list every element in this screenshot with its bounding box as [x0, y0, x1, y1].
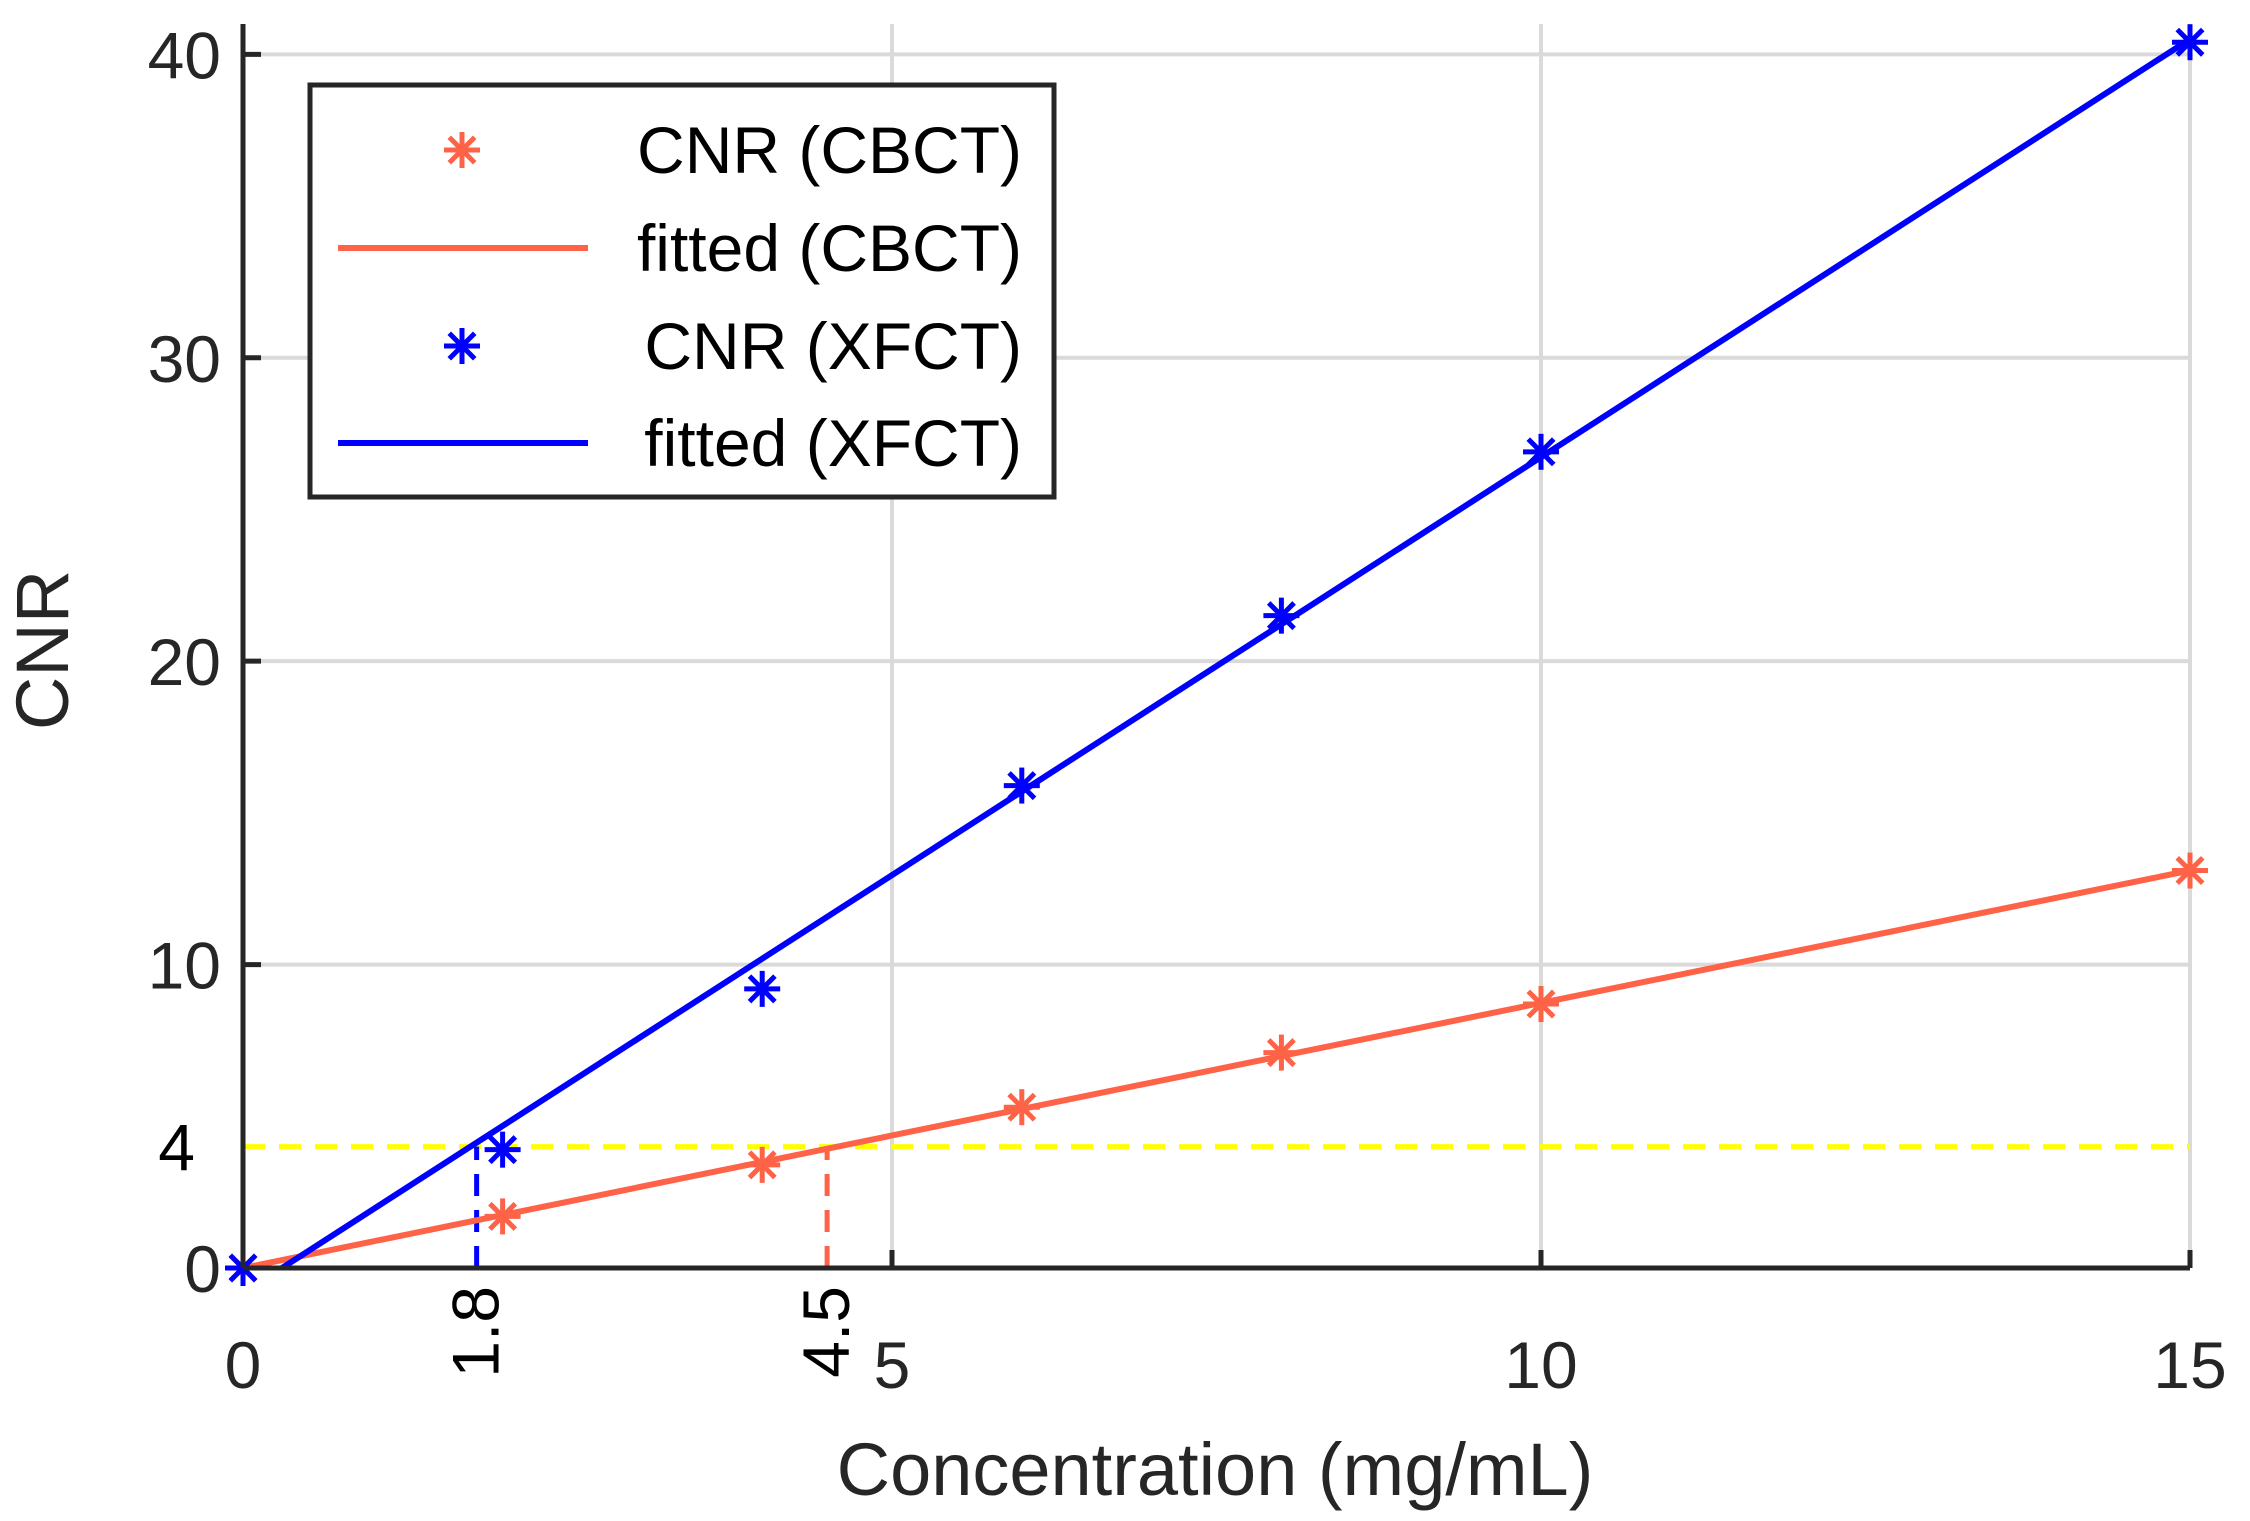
- marker-stroke: [747, 1150, 777, 1180]
- y-tick-label: 20: [148, 625, 221, 699]
- axes: [240, 24, 2190, 1271]
- data-point: [1263, 1034, 1300, 1071]
- marker-stroke: [747, 974, 777, 1004]
- data-point: [1003, 767, 1040, 804]
- x-tick-label: 0: [225, 1328, 262, 1402]
- y-tick-label: 10: [148, 929, 221, 1003]
- marker-stroke: [1526, 437, 1556, 467]
- series-line: [280, 36, 2192, 1271]
- marker-stroke: [2175, 856, 2205, 886]
- y-tick-label: 40: [148, 18, 221, 92]
- legend: CNR (CBCT) fitted (CBCT) CNR (XFCT) fitted …: [307, 82, 1057, 500]
- marker-stroke: [2175, 27, 2205, 57]
- legend-label: CNR (CBCT): [637, 113, 1022, 187]
- y-tick-label: 0: [184, 1232, 221, 1306]
- grid: [243, 24, 2192, 1268]
- legend-label: fitted (CBCT): [637, 211, 1022, 285]
- series-layer: [225, 24, 2208, 1286]
- threshold-hline-label: 4: [158, 1111, 195, 1185]
- data-point: [1523, 986, 1559, 1023]
- y-axis-label: CNR: [1, 570, 84, 730]
- data-point: [484, 1131, 521, 1168]
- data-point: [744, 1146, 781, 1183]
- y-tick-label: 30: [148, 322, 221, 396]
- data-point: [2172, 852, 2208, 889]
- threshold-vline-label: 1.8: [439, 1286, 513, 1378]
- data-point: [1003, 1089, 1040, 1126]
- legend-marker: [444, 328, 480, 364]
- series-line: [242, 867, 2191, 1271]
- x-tick-label: 15: [2153, 1328, 2226, 1402]
- marker-stroke: [1526, 989, 1556, 1019]
- marker-stroke: [1266, 601, 1296, 631]
- data-point: [744, 970, 781, 1007]
- data-point: [1263, 597, 1300, 634]
- marker-stroke: [1007, 771, 1037, 801]
- marker-stroke: [1007, 1092, 1037, 1122]
- legend-label: CNR (XFCT): [644, 309, 1022, 383]
- marker-stroke: [488, 1135, 518, 1165]
- marker-stroke: [488, 1201, 518, 1231]
- marker-stroke: [1266, 1038, 1296, 1068]
- legend-marker: [444, 132, 480, 168]
- legend-label: fitted (XFCT): [644, 406, 1022, 480]
- x-tick-label: 5: [874, 1328, 911, 1402]
- data-point: [484, 1198, 521, 1235]
- marker-stroke: [447, 331, 477, 361]
- data-point: [2172, 24, 2208, 61]
- ticks: 0 5 10 15 0 10 20 30 40: [148, 18, 2227, 1402]
- annotations: 4 1.8 4.5: [158, 1111, 2190, 1378]
- data-point: [1523, 433, 1559, 470]
- threshold-vline-label: 4.5: [789, 1286, 863, 1378]
- x-tick-label: 10: [1504, 1328, 1577, 1402]
- marker-stroke: [447, 135, 477, 165]
- x-axis-label: Concentration (mg/mL): [837, 1428, 1594, 1511]
- legend-box: [307, 82, 1057, 500]
